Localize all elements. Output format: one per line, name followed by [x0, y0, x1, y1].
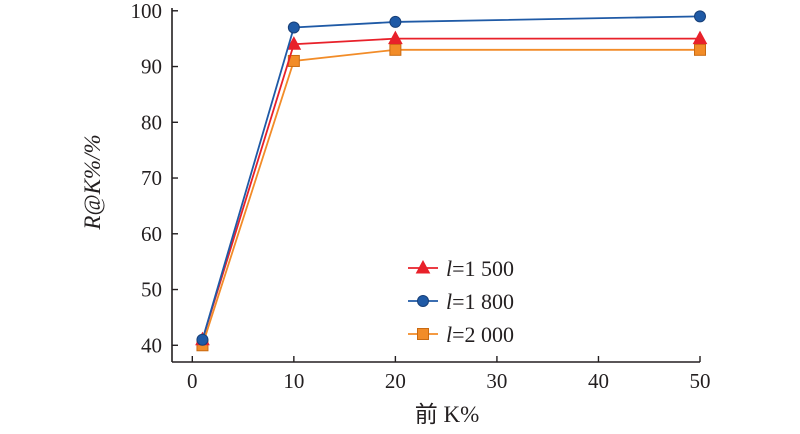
data-point-circle [389, 15, 402, 28]
legend-item: l=1 800 [408, 289, 514, 314]
x-axis-title: 前 K% [415, 402, 480, 427]
x-ticks: 0 10 20 30 40 50 [187, 356, 711, 393]
legend-item: l=1 500 [408, 256, 514, 281]
y-tick-label: 50 [141, 278, 162, 302]
y-tick-label: 90 [141, 55, 162, 79]
series-layer [195, 10, 708, 352]
legend-label: l=1 500 [446, 256, 514, 281]
legend-item: l=2 000 [408, 322, 514, 347]
y-ticks: 40 50 60 70 80 90 100 [131, 0, 178, 357]
legend-label-var: l [446, 289, 452, 314]
legend-label: l=2 000 [446, 322, 514, 347]
y-axis-title: R@K%/% [80, 134, 105, 230]
y-tick-label: 80 [141, 110, 162, 134]
data-point-square [389, 43, 402, 56]
legend-label: l=1 800 [446, 289, 514, 314]
legend-marker-circle [417, 295, 429, 307]
x-tick-label: 0 [187, 369, 198, 393]
y-tick-label: 60 [141, 222, 162, 246]
data-point-triangle [388, 30, 403, 45]
x-tick-label: 40 [588, 369, 609, 393]
data-point-square [694, 43, 706, 56]
series-line [201, 48, 700, 346]
data-point-circle [287, 21, 300, 34]
x-tick-label: 20 [385, 369, 406, 393]
y-tick-label: 100 [131, 0, 163, 23]
legend-marker-square [417, 328, 429, 340]
x-tick-label: 10 [283, 369, 304, 393]
data-point-triangle [692, 30, 708, 45]
legend-label-value: =1 800 [452, 289, 514, 314]
legend-label-var: l [446, 322, 452, 347]
data-point-circle [196, 333, 209, 346]
x-tick-label: 30 [486, 369, 507, 393]
y-tick-label: 40 [141, 333, 162, 357]
series-line [201, 15, 701, 340]
y-tick-label: 70 [141, 166, 162, 190]
legend-label-value: =1 500 [452, 256, 514, 281]
legend-label-var: l [446, 256, 452, 281]
legend-label-value: =2 000 [452, 322, 514, 347]
series-line [201, 37, 700, 340]
x-tick-label: 50 [690, 369, 711, 393]
legend-marker-triangle [415, 259, 431, 274]
series-circle [196, 10, 706, 346]
data-point-triangle [286, 36, 302, 50]
data-point-circle [694, 10, 706, 23]
